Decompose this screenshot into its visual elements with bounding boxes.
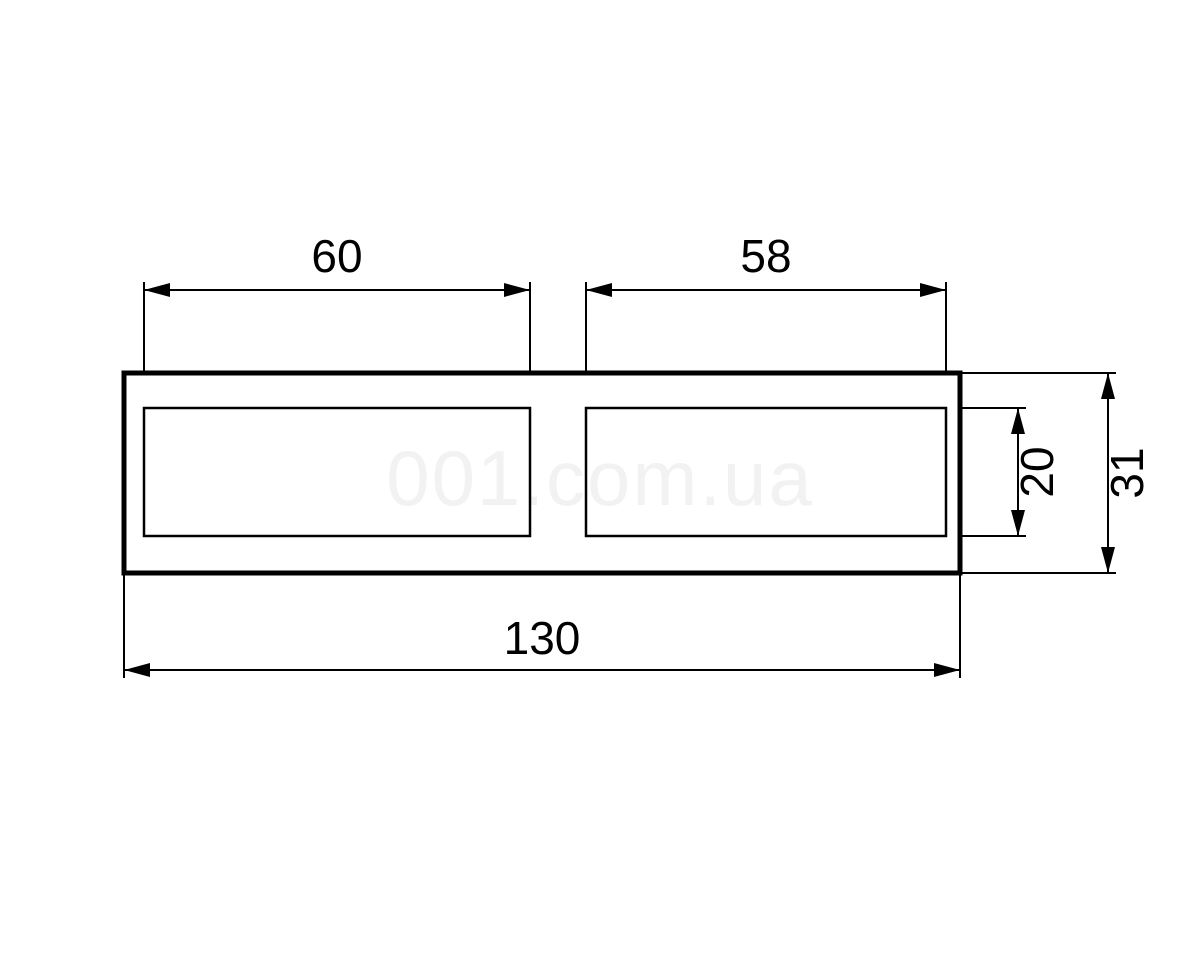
label-58: 58 (740, 230, 791, 282)
label-20: 20 (1011, 446, 1063, 497)
arrow-31-top (1101, 373, 1115, 399)
arrow-130-right (934, 663, 960, 677)
arrow-58-right (920, 283, 946, 297)
arrow-31-bot (1101, 547, 1115, 573)
label-130: 130 (504, 612, 581, 664)
arrow-58-left (586, 283, 612, 297)
arrow-60-left (144, 283, 170, 297)
label-31: 31 (1101, 447, 1153, 498)
watermark-text: 001.com.ua (386, 434, 814, 522)
arrow-60-right (504, 283, 530, 297)
arrow-20-top (1011, 408, 1025, 434)
label-60: 60 (311, 230, 362, 282)
arrow-130-left (124, 663, 150, 677)
arrow-20-bot (1011, 510, 1025, 536)
